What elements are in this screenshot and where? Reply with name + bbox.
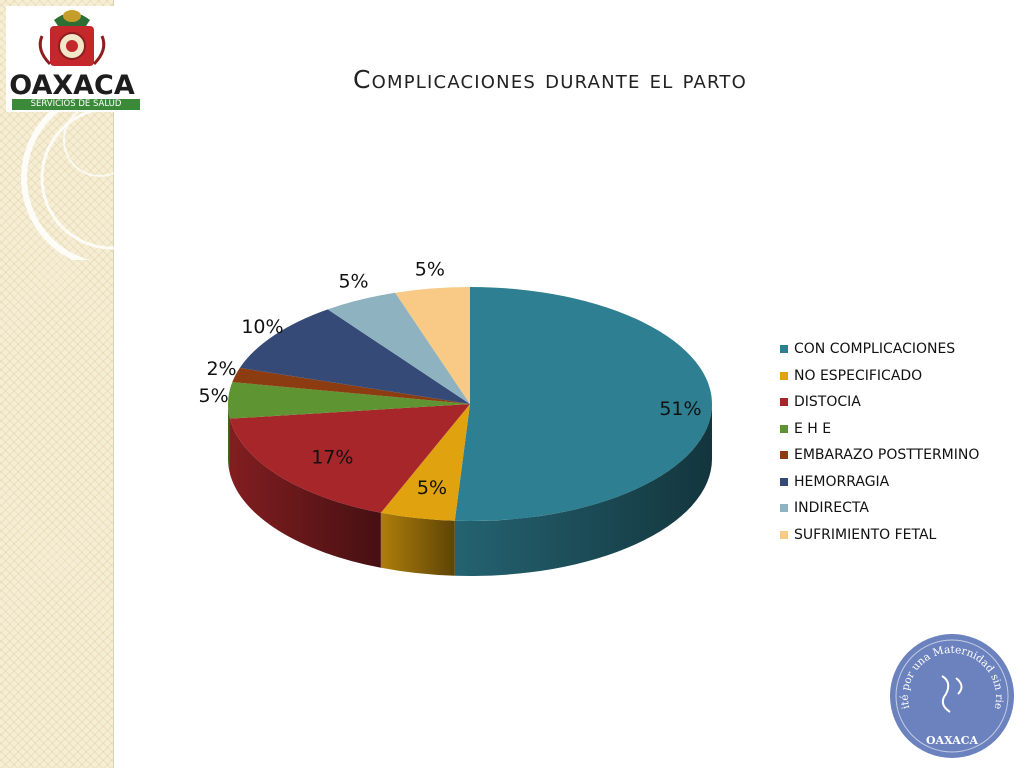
- legend-label: DISTOCIA: [794, 394, 861, 411]
- legend-swatch: [780, 451, 788, 460]
- pie-slice-4: [232, 367, 470, 404]
- pie-slice-side-0: [454, 404, 712, 576]
- coat-of-arms-icon: [38, 10, 106, 66]
- legend-item: E H E: [780, 416, 1015, 443]
- pie-slice-6: [327, 292, 470, 404]
- pie-slice-7: [395, 287, 470, 404]
- pie-slice-2: [229, 404, 470, 513]
- oaxaca-logo: OAXACA SERVICIOS DE SALUD: [6, 6, 140, 112]
- data-label-2: 17%: [311, 447, 353, 469]
- data-label-1: 5%: [417, 477, 447, 499]
- legend-swatch: [780, 504, 788, 513]
- data-label-3: 5%: [199, 385, 229, 407]
- chart-legend: CON COMPLICACIONES NO ESPECIFICADO DISTOCI…: [780, 336, 1015, 548]
- legend-item: INDIRECTA: [780, 495, 1015, 522]
- legend-swatch: [780, 398, 788, 407]
- data-label-0: 51%: [659, 398, 701, 420]
- pie-slice-side-1: [380, 512, 455, 576]
- legend-label: NO ESPECIFICADO: [794, 367, 923, 384]
- legend-swatch: [780, 371, 788, 380]
- legend-swatch: [780, 424, 788, 433]
- legend-item: NO ESPECIFICADO: [780, 363, 1015, 390]
- legend-label: SUFRIMIENTO FETAL: [794, 526, 937, 543]
- legend-swatch: [780, 477, 788, 486]
- legend-item: EMBARAZO POSTTERMINO: [780, 442, 1015, 469]
- legend-item: CON COMPLICACIONES: [780, 336, 1015, 363]
- data-label-4: 2%: [206, 358, 236, 380]
- data-label-5: 10%: [241, 316, 283, 338]
- legend-label: EMBARAZO POSTTERMINO: [794, 447, 980, 464]
- maternity-committee-seal: Comité por una Maternidad sin riesgos OA…: [883, 623, 1016, 760]
- legend-label: INDIRECTA: [794, 500, 869, 517]
- mother-silhouette-icon: [941, 675, 963, 713]
- seal-bottom-text: OAXACA: [926, 734, 979, 747]
- side-strip: [0, 0, 114, 768]
- logo-name: OAXACA: [9, 70, 135, 101]
- pie-slice-side-3: [228, 404, 230, 474]
- pie-slice-5: [239, 309, 470, 404]
- pie-slice-0: [454, 287, 712, 521]
- data-label-7: 5%: [415, 259, 445, 281]
- legend-swatch: [780, 530, 788, 539]
- pie-slice-side-2: [229, 418, 381, 568]
- pie-tops: [228, 287, 712, 521]
- pie-slice-3: [228, 382, 470, 419]
- logo-subtitle: SERVICIOS DE SALUD: [12, 99, 140, 110]
- page-title: Complicaciones durante el parto: [200, 52, 900, 108]
- legend-label: HEMORRAGIA: [794, 473, 890, 490]
- legend-item: HEMORRAGIA: [780, 469, 1015, 496]
- page-title-text: Complicaciones durante el parto: [353, 65, 747, 94]
- pie-data-labels: 51% 5% 17% 5% 2%10% 5% 5%: [199, 259, 702, 500]
- legend-swatch: [780, 345, 788, 354]
- pie-sides: [228, 404, 712, 576]
- legend-label: CON COMPLICACIONES: [794, 341, 956, 358]
- legend-item: DISTOCIA: [780, 389, 1015, 416]
- pie-slice-1: [380, 404, 470, 521]
- legend-item: SUFRIMIENTO FETAL: [780, 522, 1015, 549]
- legend-label: E H E: [794, 420, 832, 437]
- data-label-6: 5%: [338, 270, 368, 292]
